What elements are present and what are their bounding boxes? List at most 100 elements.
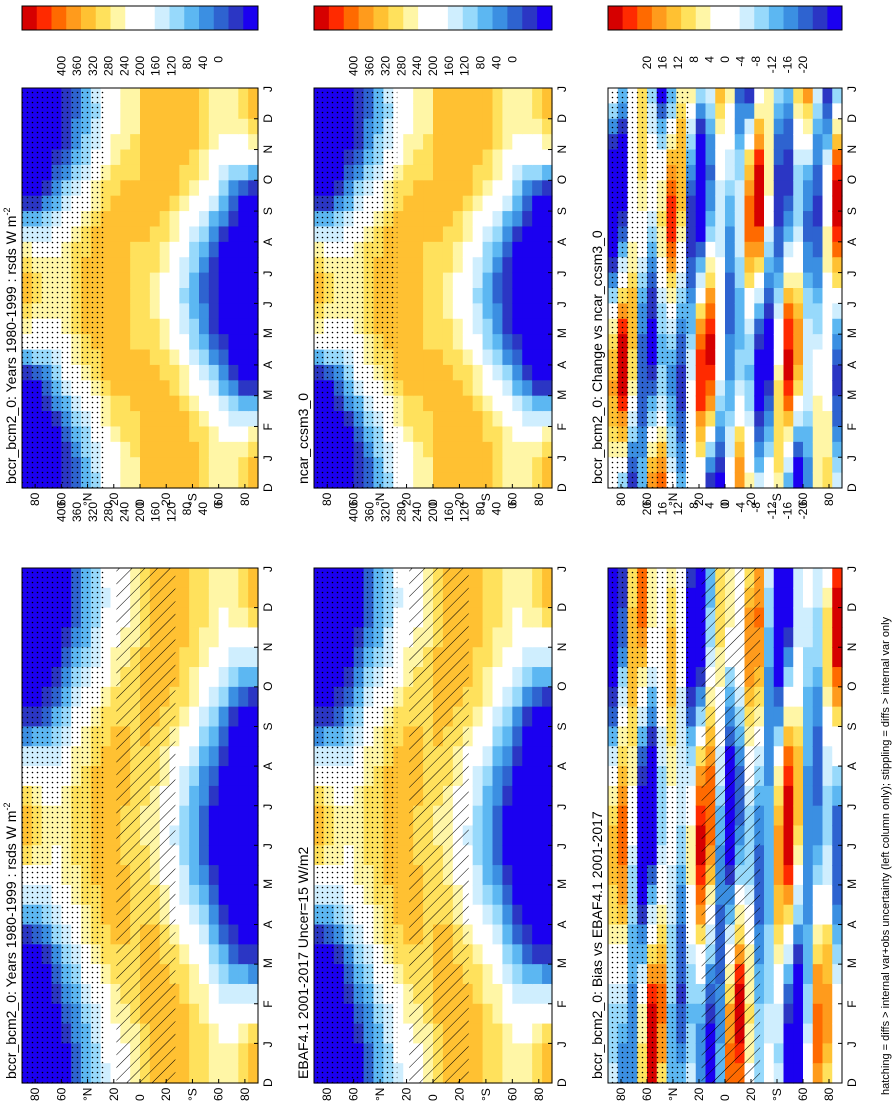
heatmap-cell <box>189 944 200 965</box>
colorbar-swatch <box>22 6 38 30</box>
panel-title: EBAF4.1 2001-2017 Uncer=15 W/m2 <box>295 846 311 1079</box>
heatmap-cell <box>734 349 746 366</box>
heatmap-cell <box>462 472 474 489</box>
heatmap-cell <box>522 825 533 846</box>
heatmap-cell <box>734 272 746 289</box>
heatmap-cell <box>462 395 474 412</box>
heatmap-cell <box>522 318 533 335</box>
heatmap-cell <box>393 134 404 151</box>
heatmap-cell <box>542 865 553 886</box>
heatmap-cell <box>189 195 200 212</box>
heatmap-cell <box>218 257 230 274</box>
heatmap-cell <box>228 103 239 120</box>
colorbar-tick-label: 400 <box>347 56 361 76</box>
heatmap-cell <box>149 241 161 258</box>
heatmap-cell <box>403 303 414 320</box>
heatmap-cell <box>100 1023 112 1044</box>
heatmap-cell <box>393 884 404 906</box>
heatmap-cell <box>482 88 494 104</box>
heatmap-cell <box>793 257 804 274</box>
heatmap-cell <box>100 785 112 807</box>
heatmap-cell <box>238 164 249 181</box>
heatmap-cell <box>238 964 249 985</box>
heatmap-cell <box>179 627 190 648</box>
heatmap-cell <box>822 983 833 1005</box>
heatmap-cell <box>199 944 210 965</box>
heatmap-cell <box>793 746 804 767</box>
heatmap-cell <box>208 568 220 589</box>
heatmap-cell <box>140 195 151 212</box>
heatmap-cell <box>179 706 190 728</box>
heatmap-cell <box>130 88 141 104</box>
colorbar-tick-label: 0 <box>505 502 519 509</box>
heatmap-cell <box>208 364 220 381</box>
heatmap-cell <box>793 226 804 243</box>
heatmap-cell <box>199 241 210 258</box>
heatmap-cell <box>140 272 151 289</box>
heatmap-cell <box>542 944 553 965</box>
heatmap-cell <box>403 766 414 787</box>
heatmap-cell <box>228 1043 239 1064</box>
heatmap-cell <box>686 103 697 120</box>
heatmap-cell <box>442 164 454 181</box>
heatmap-cell <box>442 226 454 243</box>
heatmap-cell <box>228 805 239 827</box>
heatmap-cell <box>695 726 707 747</box>
colorbar-swatch <box>314 6 330 30</box>
heatmap-cell <box>218 195 230 212</box>
heatmap-cell <box>832 647 843 668</box>
heatmap-cell <box>686 1003 697 1025</box>
heatmap-cell <box>803 211 814 228</box>
heatmap-cell <box>725 395 736 412</box>
colorbar-swatch <box>462 6 479 30</box>
heatmap-cell <box>130 457 141 474</box>
heatmap-cell <box>199 746 210 767</box>
heatmap-cell <box>502 706 513 728</box>
month-tick-label: J <box>845 86 859 92</box>
heatmap-cell <box>149 88 161 104</box>
heatmap-cell <box>238 334 249 351</box>
heatmap-cell <box>512 441 523 458</box>
heatmap-cell <box>208 103 220 120</box>
heatmap-cell <box>773 1063 785 1084</box>
heatmap-cell <box>238 441 249 458</box>
heatmap-cell <box>542 904 553 926</box>
heatmap-cell <box>472 241 484 258</box>
heatmap-cell <box>492 746 504 767</box>
heatmap-cell <box>812 686 824 708</box>
heatmap-cell <box>725 118 736 135</box>
heatmap-cell <box>764 568 775 589</box>
heatmap-cell <box>783 587 794 609</box>
heatmap-cell <box>773 349 785 366</box>
heatmap-cell <box>208 944 220 965</box>
heatmap-cell <box>482 411 494 428</box>
month-tick-label: D <box>261 114 275 123</box>
month-tick-label: J <box>555 1041 569 1047</box>
heatmap-cell <box>822 1023 833 1044</box>
heatmap-cell <box>218 164 230 181</box>
heatmap-cell <box>695 964 707 985</box>
heatmap-cell <box>783 411 794 428</box>
heatmap-cell <box>492 364 504 381</box>
heatmap-cell <box>248 667 259 688</box>
heatmap-cell <box>812 364 824 381</box>
colorbar-tick-label: -20 <box>796 502 810 520</box>
heatmap-cell <box>218 472 230 489</box>
heatmap-cell <box>199 924 210 945</box>
colorbar-tick-label: 12 <box>671 56 685 70</box>
heatmap-cell <box>764 180 775 197</box>
heatmap-cell <box>472 1043 484 1064</box>
heatmap-cell <box>169 211 180 228</box>
heatmap-cell <box>686 766 697 787</box>
heatmap-cell <box>472 568 484 589</box>
heatmap-cell <box>744 457 755 474</box>
heatmap-cell <box>403 964 414 985</box>
heatmap-cell <box>189 766 200 787</box>
heatmap-cell <box>522 627 533 648</box>
heatmap-cell <box>130 411 141 428</box>
heatmap-cell <box>522 395 533 412</box>
heatmap-cell <box>179 195 190 212</box>
heatmap-cell <box>803 149 814 166</box>
heatmap-cell <box>542 983 553 1005</box>
heatmap-cell <box>803 785 814 807</box>
